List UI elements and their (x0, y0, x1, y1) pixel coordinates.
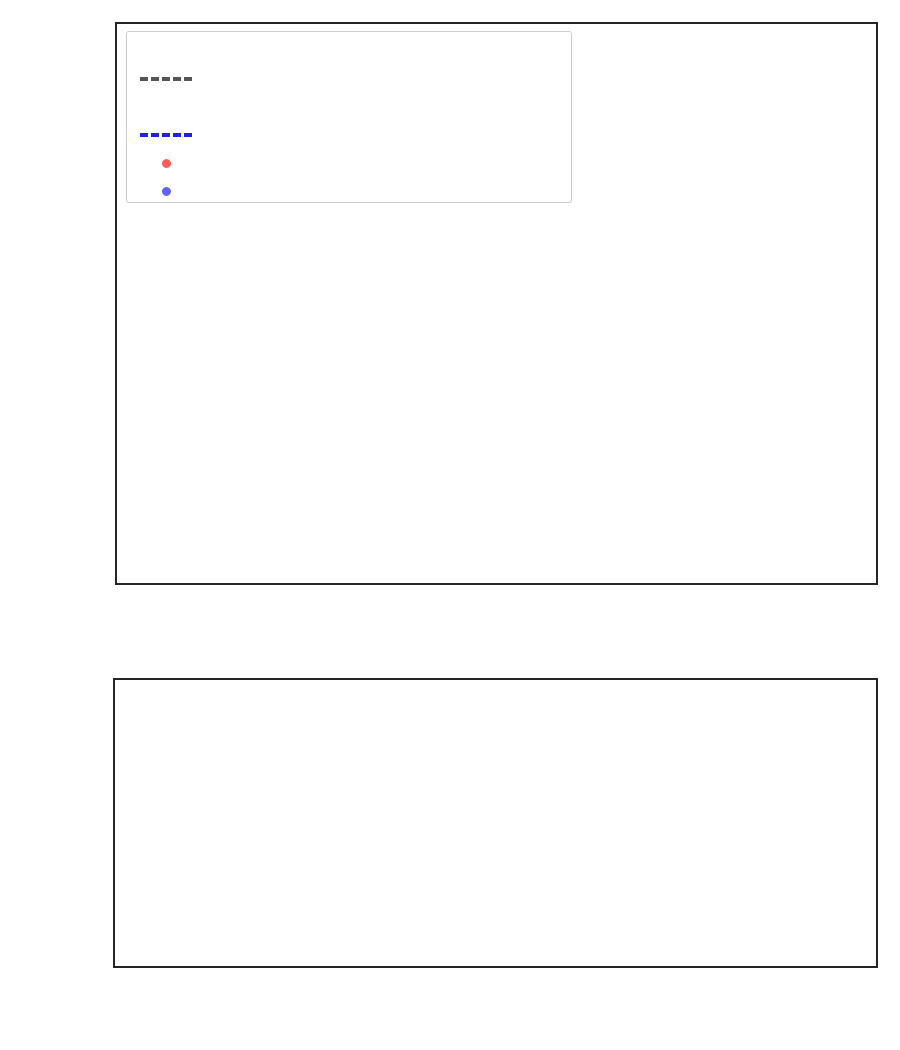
legend-box (126, 31, 572, 203)
legend-entry-corrected (135, 177, 563, 205)
legend-entry-vignetting-coeff (135, 65, 563, 93)
blue-dashed-line-icon (135, 121, 197, 149)
residuals-scatter-plot (115, 680, 876, 966)
gray-dashed-line-icon (135, 65, 197, 93)
red-dot-marker-icon (135, 149, 197, 177)
bottom-plot-panel (113, 678, 878, 968)
legend-entry-fit (135, 121, 563, 149)
legend-entry-raw (135, 149, 563, 177)
legend-entry-platepar (135, 37, 563, 65)
legend-entry-gamma (135, 93, 563, 121)
blue-dot-marker-icon (135, 177, 197, 205)
